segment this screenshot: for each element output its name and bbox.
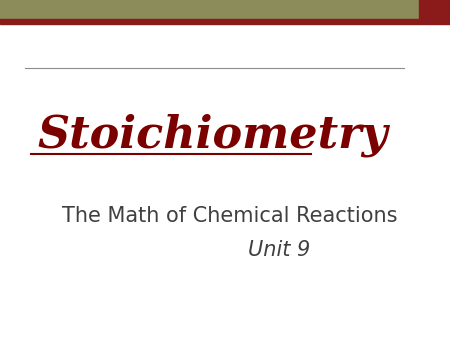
Text: Unit 9: Unit 9 bbox=[248, 240, 310, 260]
Text: The Math of Chemical Reactions: The Math of Chemical Reactions bbox=[62, 206, 397, 226]
Text: Stoichiometry: Stoichiometry bbox=[37, 114, 388, 157]
